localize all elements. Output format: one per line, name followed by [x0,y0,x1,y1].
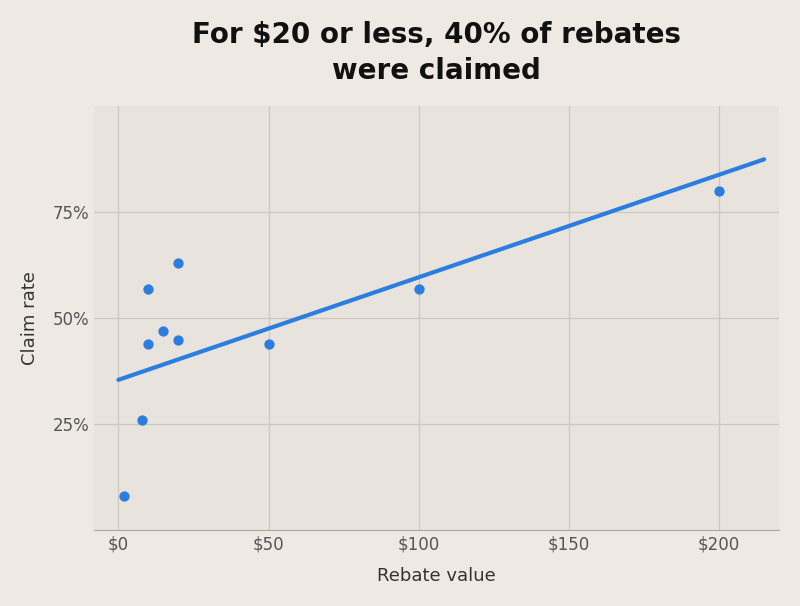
Point [118,491,130,501]
X-axis label: Rebate value: Rebate value [378,567,496,585]
Point [172,258,185,268]
Point [142,284,154,293]
Point [157,326,170,336]
Point [136,415,149,425]
Point [142,339,154,348]
Point [172,335,185,344]
Point [412,284,425,293]
Point [713,186,726,196]
Point [262,339,275,348]
Title: For $20 or less, 40% of rebates
were claimed: For $20 or less, 40% of rebates were cla… [192,21,682,84]
Y-axis label: Claim rate: Claim rate [21,271,39,365]
